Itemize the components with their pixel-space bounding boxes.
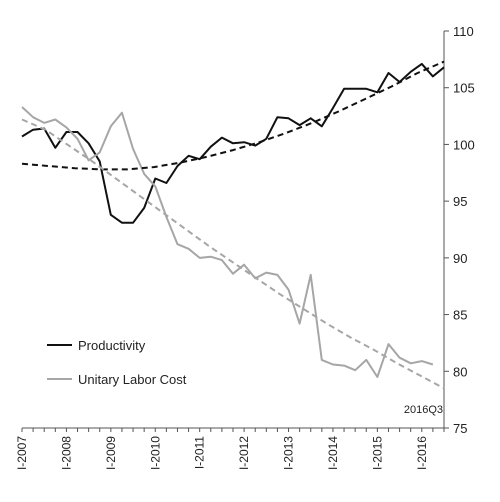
x-tick-label: I-2011 [193,436,207,469]
y-tick-label: 80 [453,364,467,379]
series-line-productivity [21,62,445,224]
y-tick-label: 90 [453,251,467,266]
x-tick-label: I-2008 [59,436,73,470]
y-tick-label: 100 [453,137,475,152]
y-tick-label: 85 [453,308,467,323]
x-axis: I-2007 I-2008 I-2009 I-2010 I-2011 I-2012 I-20… [15,427,445,470]
x-tick-label: I-2009 [104,436,118,470]
legend-label: Unitary Labor Cost [78,372,187,387]
x-tick-label: I-2010 [148,436,162,470]
y-tick-label: 105 [453,81,475,96]
period-note: 2016Q3 [404,404,443,416]
x-tick-label: I-2014 [326,436,340,470]
y-axis: 75 80 85 90 95 100 105 110 [443,24,475,436]
series-line-unitary-labor-cost [21,106,434,378]
x-tick-label: I-2012 [237,436,251,470]
x-tick-label: I-2016 [415,436,429,470]
y-tick-label: 75 [453,421,467,436]
legend: Productivity Unitary Labor Cost [47,338,187,387]
x-tick-label: I-2013 [282,436,296,470]
x-tick-label: I-2015 [370,436,384,470]
series-line-productivity-trend [21,60,445,171]
legend-label: Productivity [78,338,146,353]
series-line-unitary-labor-cost-trend [21,118,445,390]
x-tick-label: I-2007 [15,436,29,470]
series-layer [21,60,445,390]
y-tick-label: 95 [453,194,467,209]
y-tick-label: 110 [453,24,474,39]
